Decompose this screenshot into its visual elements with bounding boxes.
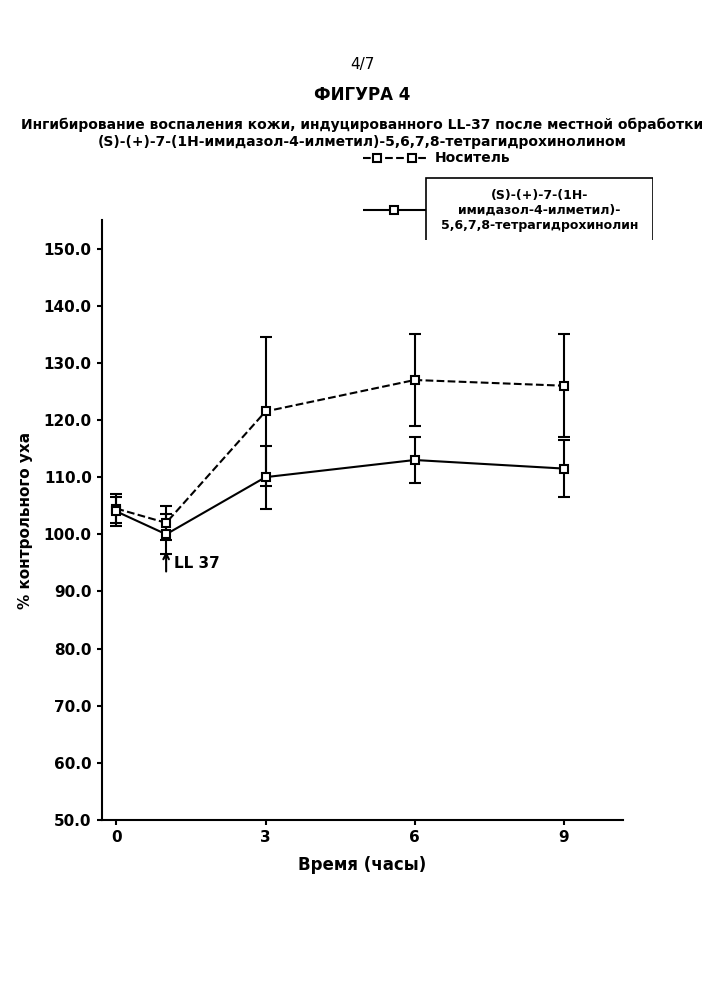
Y-axis label: % контрольного уха: % контрольного уха <box>17 431 33 609</box>
Text: Носитель: Носитель <box>435 151 510 165</box>
Text: 4/7: 4/7 <box>350 57 375 73</box>
X-axis label: Время (часы): Время (часы) <box>299 856 426 874</box>
Text: (S)-(+)-7-(1Н-
имидазол-4-илметил)-
5,6,7,8-тетрагидрохинолин: (S)-(+)-7-(1Н- имидазол-4-илметил)- 5,6,… <box>441 188 638 232</box>
Text: Ингибирование воспаления кожи, индуцированного LL-37 после местной обработки: Ингибирование воспаления кожи, индуциров… <box>22 118 703 132</box>
Text: ФИГУРА 4: ФИГУРА 4 <box>315 86 410 104</box>
Text: LL 37: LL 37 <box>173 556 220 571</box>
FancyBboxPatch shape <box>426 178 652 257</box>
Text: (S)-(+)-7-(1Н-имидазол-4-илметил)-5,6,7,8-тетрагидрохинолином: (S)-(+)-7-(1Н-имидазол-4-илметил)-5,6,7,… <box>98 135 627 149</box>
